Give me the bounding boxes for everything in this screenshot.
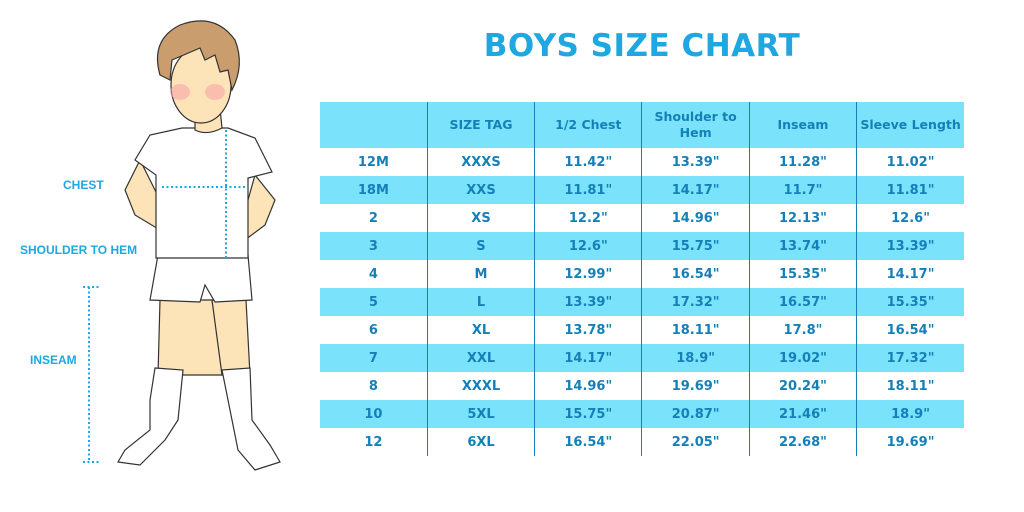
table-cell: 16.54" <box>641 260 750 288</box>
table-cell: 22.68" <box>748 428 857 456</box>
table-cell: 13.39" <box>856 232 964 260</box>
table-cell: 3 <box>320 232 428 260</box>
table-row: 6 XL 13.78" 18.11" 17.8" 16.54" <box>320 316 964 344</box>
table-row: 10 5XL 15.75" 20.87" 21.46" 18.9" <box>320 400 964 428</box>
column-header <box>320 102 428 148</box>
column-header: Inseam <box>748 102 857 148</box>
table-cell: 18.9" <box>641 344 750 372</box>
table-row: 5 L 13.39" 17.32" 16.57" 15.35" <box>320 288 964 316</box>
table-cell: 11.81" <box>534 176 642 204</box>
table-cell: 14.96" <box>641 204 750 232</box>
inseam-label: INSEAM <box>30 353 77 367</box>
table-cell: 18.9" <box>856 400 964 428</box>
table-cell: 7 <box>320 344 428 372</box>
table-cell: 15.75" <box>534 400 642 428</box>
table-cell: S <box>426 232 535 260</box>
table-cell: 17.8" <box>748 316 857 344</box>
table-cell: 19.02" <box>748 344 857 372</box>
column-header: 1/2 Chest <box>534 102 642 148</box>
table-cell: M <box>426 260 535 288</box>
table-cell: 12M <box>357 154 389 170</box>
table-cell: 17.32" <box>856 344 964 372</box>
table-cell: L <box>426 288 535 316</box>
table-row: 8 XXXL 14.96" 19.69" 20.24" 18.11" <box>320 372 964 400</box>
table-cell: 13.39" <box>641 148 750 176</box>
table-cell: XL <box>426 316 535 344</box>
column-header: Sleeve Length <box>856 102 964 148</box>
table-cell: 14.17" <box>534 344 642 372</box>
table-row: 2 XS 12.2" 14.96" 12.13" 12.6" <box>320 204 964 232</box>
table-cell: 13.74" <box>748 232 857 260</box>
table-row: 12 6XL 16.54" 22.05" 22.68" 19.69" <box>320 428 964 456</box>
table-cell: 11.81" <box>856 176 964 204</box>
table-cell: 13.78" <box>534 316 642 344</box>
table-cell: 12.6" <box>534 232 642 260</box>
table-cell: 5XL <box>426 400 535 428</box>
table-cell: XXS <box>426 176 535 204</box>
table-cell: 8 <box>368 378 378 394</box>
table-cell: 15.75" <box>641 232 750 260</box>
table-cell: 11.28" <box>748 148 857 176</box>
table-row: 7 XXL 14.17" 18.9" 19.02" 17.32" <box>320 344 964 372</box>
table-cell: 12.2" <box>534 204 642 232</box>
table-cell: 12.13" <box>748 204 857 232</box>
boy-measurement-illustration <box>83 20 281 471</box>
table-cell: 11.02" <box>856 148 964 176</box>
table-row: 12M XXXS 11.42" 13.39" 11.28" 11.02" <box>320 148 964 176</box>
table-cell: XXL <box>426 344 535 372</box>
table-cell: 19.69" <box>641 372 750 400</box>
shoulder-to-hem-label: SHOULDER TO HEM <box>20 243 138 257</box>
table-cell: 13.39" <box>534 288 642 316</box>
table-cell: 16.54" <box>856 316 964 344</box>
table-cell: 11.42" <box>534 148 642 176</box>
table-cell: 16.54" <box>534 428 642 456</box>
table-cell: 15.35" <box>856 288 964 316</box>
table-cell: XXXL <box>426 372 535 400</box>
table-cell: 12.99" <box>534 260 642 288</box>
table-cell: 4 <box>368 266 378 282</box>
table-cell: 12 <box>364 434 383 450</box>
table-cell: 18.11" <box>856 372 964 400</box>
page-title: BOYS SIZE CHART <box>483 28 801 64</box>
table-cell: 14.17" <box>641 176 750 204</box>
table-cell: 10 <box>320 400 428 428</box>
table-cell: 22.05" <box>641 428 750 456</box>
table-cell: 11.7" <box>748 176 857 204</box>
table-cell: XXXS <box>426 148 535 176</box>
table-row: 18M XXS 11.81" 14.17" 11.7" 11.81" <box>320 176 964 204</box>
column-header: Shoulder to Hem <box>641 102 750 148</box>
table-cell: XS <box>426 204 535 232</box>
table-cell: 20.87" <box>641 400 750 428</box>
table-cell: 14.17" <box>856 260 964 288</box>
table-cell: 20.24" <box>748 372 857 400</box>
table-row: 4 M 12.99" 16.54" 15.35" 14.17" <box>320 260 964 288</box>
table-cell: 14.96" <box>534 372 642 400</box>
table-cell: 6 <box>368 322 378 338</box>
table-cell: 6XL <box>426 428 535 456</box>
table-cell: 18.11" <box>641 316 750 344</box>
table-cell: 16.57" <box>748 288 857 316</box>
column-header: SIZE TAG <box>426 102 535 148</box>
table-cell: 19.69" <box>856 428 964 456</box>
size-chart-table: SIZE TAG 1/2 Chest Shoulder to Hem Inseam Sl… <box>320 102 964 456</box>
table-cell: 17.32" <box>641 288 750 316</box>
table-cell: 18M <box>320 176 428 204</box>
table-cell: 21.46" <box>748 400 857 428</box>
table-row: 3 S 12.6" 15.75" 13.74" 13.39" <box>320 232 964 260</box>
table-cell: 15.35" <box>748 260 857 288</box>
table-cell: 2 <box>368 210 378 226</box>
table-header-row: SIZE TAG 1/2 Chest Shoulder to Hem Inseam Sl… <box>320 102 964 148</box>
chest-label: CHEST <box>63 178 104 192</box>
table-cell: 12.6" <box>856 204 964 232</box>
table-cell: 5 <box>320 288 428 316</box>
